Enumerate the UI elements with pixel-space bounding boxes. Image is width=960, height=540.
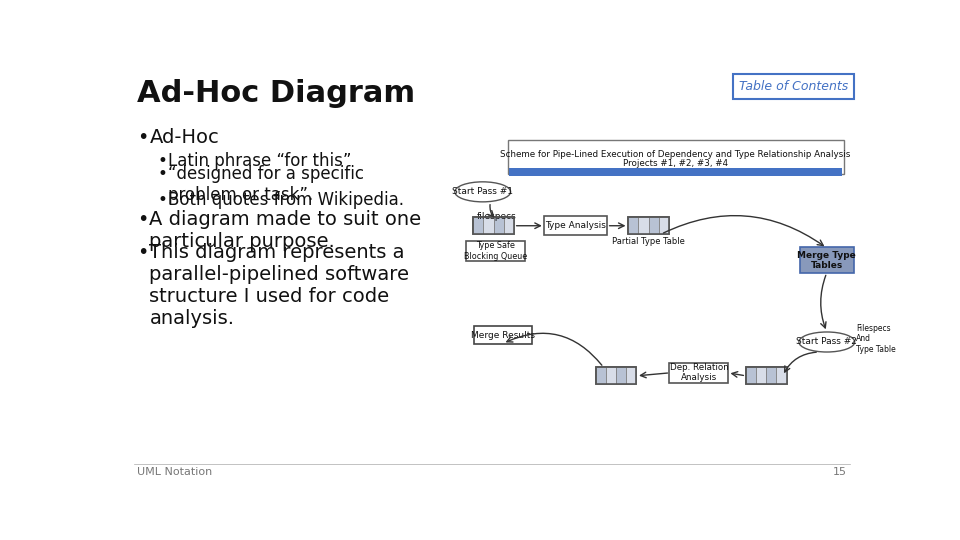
FancyBboxPatch shape — [629, 217, 638, 234]
Text: UML Notation: UML Notation — [137, 467, 212, 477]
FancyBboxPatch shape — [504, 217, 514, 234]
Text: Type Analysis: Type Analysis — [545, 221, 606, 230]
FancyBboxPatch shape — [649, 217, 659, 234]
FancyBboxPatch shape — [467, 241, 525, 261]
Text: •: • — [137, 128, 149, 147]
FancyBboxPatch shape — [544, 217, 608, 235]
FancyBboxPatch shape — [473, 217, 484, 234]
FancyBboxPatch shape — [766, 367, 777, 384]
Text: Merge Results: Merge Results — [470, 330, 535, 340]
FancyBboxPatch shape — [596, 367, 606, 384]
FancyBboxPatch shape — [733, 74, 854, 99]
FancyBboxPatch shape — [629, 217, 669, 234]
Text: •: • — [157, 165, 167, 183]
FancyBboxPatch shape — [493, 217, 504, 234]
Text: Partial Type Table: Partial Type Table — [612, 237, 685, 246]
FancyBboxPatch shape — [777, 367, 786, 384]
Text: Type Safe
Blocking Queue: Type Safe Blocking Queue — [465, 241, 527, 261]
Text: “designed for a specific
problem or task”.: “designed for a specific problem or task… — [168, 165, 364, 204]
FancyBboxPatch shape — [669, 363, 729, 383]
FancyBboxPatch shape — [596, 367, 636, 384]
Text: Table of Contents: Table of Contents — [739, 80, 848, 93]
Text: This diagram represents a
parallel-pipelined software
structure I used for code
: This diagram represents a parallel-pipel… — [150, 242, 410, 328]
Ellipse shape — [455, 182, 511, 202]
Text: Latin phrase “for this”: Latin phrase “for this” — [168, 152, 351, 170]
Text: Scheme for Pipe-Lined Execution of Dependency and Type Relationship Analysis: Scheme for Pipe-Lined Execution of Depen… — [500, 150, 851, 159]
Text: •: • — [137, 242, 149, 262]
Ellipse shape — [799, 332, 854, 352]
Text: •: • — [137, 211, 149, 229]
FancyBboxPatch shape — [473, 217, 514, 234]
FancyBboxPatch shape — [508, 140, 844, 174]
Text: 15: 15 — [833, 467, 847, 477]
FancyBboxPatch shape — [638, 217, 649, 234]
FancyBboxPatch shape — [626, 367, 636, 384]
Text: A diagram made to suit one
particular purpose.: A diagram made to suit one particular pu… — [150, 211, 421, 251]
FancyBboxPatch shape — [800, 247, 854, 273]
FancyBboxPatch shape — [474, 326, 532, 345]
Text: filespecs: filespecs — [476, 212, 516, 221]
Text: Start Pass #2: Start Pass #2 — [797, 338, 857, 347]
Text: Both quotes from Wikipedia.: Both quotes from Wikipedia. — [168, 191, 404, 209]
FancyBboxPatch shape — [746, 367, 756, 384]
Text: Ad-Hoc: Ad-Hoc — [150, 128, 219, 147]
Text: Filespecs
And
Type Table: Filespecs And Type Table — [856, 324, 896, 354]
Text: •: • — [157, 191, 167, 209]
Text: Start Pass #1: Start Pass #1 — [452, 187, 514, 197]
FancyBboxPatch shape — [606, 367, 616, 384]
FancyBboxPatch shape — [746, 367, 786, 384]
FancyBboxPatch shape — [659, 217, 669, 234]
FancyBboxPatch shape — [509, 168, 842, 176]
FancyBboxPatch shape — [484, 217, 493, 234]
FancyBboxPatch shape — [616, 367, 626, 384]
Text: Ad-Hoc Diagram: Ad-Hoc Diagram — [137, 79, 415, 107]
FancyBboxPatch shape — [756, 367, 766, 384]
Text: Merge Type
Tables: Merge Type Tables — [798, 251, 856, 270]
Text: •: • — [157, 152, 167, 170]
Text: Dep. Relation
Analysis: Dep. Relation Analysis — [669, 363, 729, 382]
Text: Projects #1, #2, #3, #4: Projects #1, #2, #3, #4 — [623, 159, 729, 168]
